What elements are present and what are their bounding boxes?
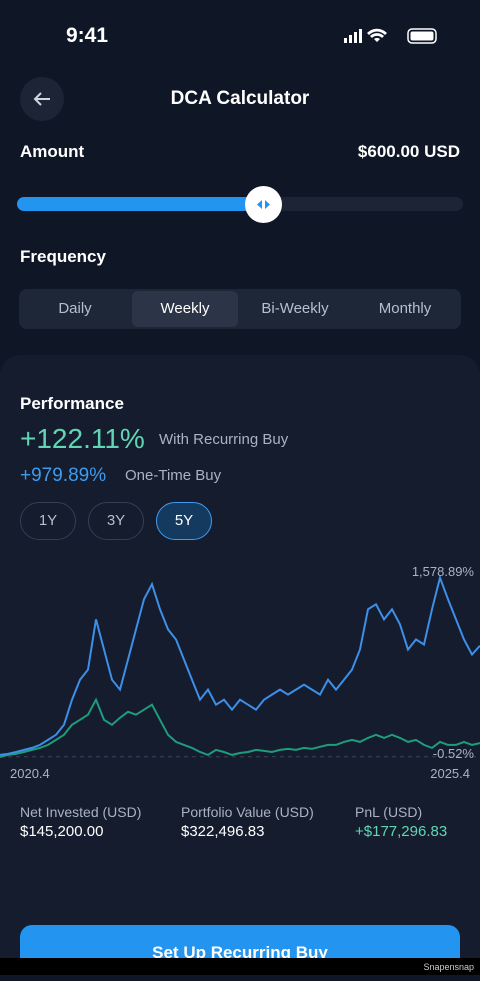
performance-title: Performance <box>20 394 124 413</box>
range-option[interactable]: 1Y <box>20 502 76 540</box>
stat-value: +$177,296.83 <box>355 823 448 840</box>
thumb-icon <box>257 200 270 209</box>
x-label: 2020.4 <box>10 766 50 781</box>
button-label: Set Up Recurring Buy <box>152 943 328 962</box>
recurring-label: With Recurring Buy <box>159 431 289 448</box>
watermark: Snapensnap <box>423 962 474 972</box>
slider-thumb[interactable] <box>245 186 282 223</box>
series-line <box>0 574 480 756</box>
performance-chart: 1,578.89% -0.52% 2020.4 2025.4 <box>0 564 480 781</box>
series-line <box>0 697 480 758</box>
stat-value: $145,200.00 <box>20 823 104 840</box>
one-time-label: One-Time Buy <box>125 467 222 484</box>
stat-value: $322,496.83 <box>181 823 265 840</box>
performance-panel <box>0 355 480 975</box>
range-option[interactable]: 3Y <box>88 502 144 540</box>
frequency-option[interactable]: Weekly <box>132 291 238 327</box>
recurring-return: +122.11% <box>20 423 145 454</box>
end-annotation: -0.52% <box>433 746 475 761</box>
stat-label: PnL (USD) <box>355 804 423 820</box>
slider-fill <box>17 197 263 211</box>
back-icon <box>33 92 50 106</box>
frequency-option[interactable]: Bi-Weekly <box>261 300 329 317</box>
amount-value: $600.00 USD <box>357 142 460 161</box>
amount-label: Amount <box>20 142 85 161</box>
stat-label: Portfolio Value (USD) <box>181 804 314 820</box>
status-icons <box>344 28 437 44</box>
page-title: DCA Calculator <box>170 88 310 109</box>
x-label: 2025.4 <box>430 766 470 781</box>
one-time-return: +979.89% <box>20 465 107 486</box>
frequency-option[interactable]: Monthly <box>378 300 432 317</box>
max-annotation: 1,578.89% <box>412 564 475 579</box>
frequency-option[interactable]: Daily <box>58 300 92 317</box>
frequency-label: Frequency <box>20 247 106 266</box>
back-button[interactable] <box>20 77 64 121</box>
stat-label: Net Invested (USD) <box>20 804 142 820</box>
range-option[interactable]: 5Y <box>156 502 212 540</box>
status-time: 9:41 <box>66 24 109 47</box>
segmented-control <box>19 289 461 329</box>
watermark-bar <box>0 958 480 975</box>
